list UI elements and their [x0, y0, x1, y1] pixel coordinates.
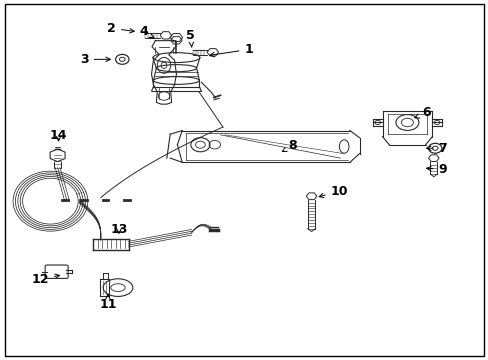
Text: 10: 10: [319, 185, 347, 198]
Text: 3: 3: [80, 53, 110, 66]
Text: 8: 8: [282, 139, 297, 152]
Text: 7: 7: [426, 142, 447, 155]
Text: 2: 2: [107, 22, 134, 35]
Text: 12: 12: [31, 273, 60, 286]
Text: 5: 5: [186, 29, 195, 48]
Text: 1: 1: [209, 43, 253, 57]
Text: 13: 13: [110, 223, 127, 236]
Text: 14: 14: [50, 129, 67, 143]
Text: 9: 9: [426, 163, 447, 176]
Text: 11: 11: [99, 294, 117, 311]
Text: 4: 4: [139, 25, 154, 38]
Text: 6: 6: [414, 107, 429, 120]
